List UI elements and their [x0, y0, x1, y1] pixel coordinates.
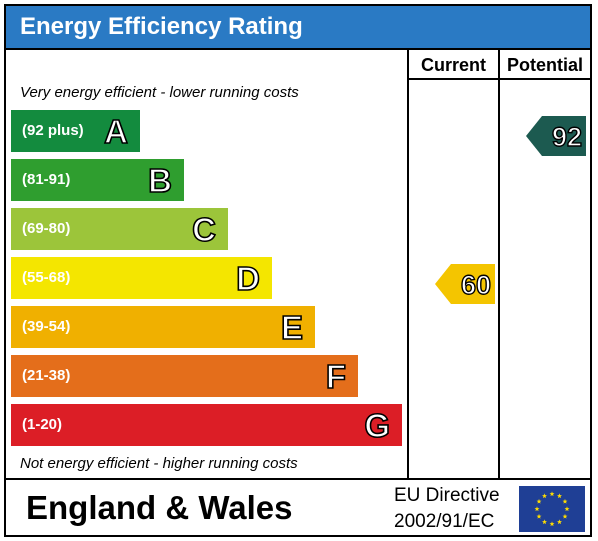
eu-star — [542, 493, 547, 499]
band-range: (69-80) — [22, 220, 71, 237]
band-e: (39-54) E — [11, 306, 315, 348]
eu-star — [534, 506, 540, 512]
band-letter: C — [191, 210, 216, 249]
eu-star — [542, 519, 547, 525]
bottom-note: Not energy efficient - higher running co… — [20, 455, 298, 472]
band-range: (39-54) — [22, 318, 71, 335]
page-title: Energy Efficiency Rating — [20, 13, 303, 40]
band-c: (69-80) C — [11, 208, 228, 250]
band-range: (81-91) — [22, 171, 71, 188]
band-range: (1-20) — [22, 416, 63, 433]
title-divider — [4, 48, 592, 50]
current-column-divider — [407, 48, 409, 479]
chart-frame — [4, 4, 592, 537]
band-range: (55-68) — [22, 269, 71, 286]
band-letter: A — [103, 112, 128, 151]
band-f: (21-38) F — [11, 355, 358, 397]
region-label: England & Wales — [26, 489, 293, 526]
eu-star — [562, 498, 568, 504]
band-d: (55-68) D — [11, 257, 272, 299]
eu-star — [549, 521, 555, 527]
band-letter: B — [147, 161, 172, 200]
directive-number: 2002/91/EC — [394, 511, 495, 532]
eu-star — [557, 519, 562, 525]
column-header-potential: Potential — [506, 55, 583, 75]
band-letter: E — [280, 308, 304, 347]
band-b: (81-91) B — [11, 159, 184, 201]
eu-star — [536, 513, 542, 519]
title-bar: Energy Efficiency Rating — [4, 4, 592, 48]
band-letter: G — [364, 406, 391, 445]
eu-star — [549, 491, 555, 497]
header-divider — [408, 78, 592, 80]
directive-label: EU Directive — [394, 485, 500, 506]
eu-stars — [534, 491, 570, 527]
band-g: (1-20) G — [11, 404, 402, 446]
eu-star — [564, 506, 570, 512]
band-letter: D — [235, 259, 260, 298]
band-a: (92 plus) A — [11, 110, 140, 152]
potential-column-divider — [498, 48, 500, 479]
eu-star — [536, 498, 542, 504]
footer-divider — [4, 478, 592, 480]
potential-rating-value: 92 — [551, 121, 582, 152]
band-letter: F — [325, 357, 347, 396]
column-header-current: Current — [420, 55, 486, 75]
eu-star — [557, 493, 562, 499]
current-rating-value: 60 — [460, 269, 491, 300]
band-range: (21-38) — [22, 367, 71, 384]
band-range: (92 plus) — [22, 122, 84, 139]
eu-star — [562, 513, 568, 519]
top-note: Very energy efficient - lower running co… — [20, 84, 299, 101]
eu-flag-icon — [519, 486, 585, 532]
